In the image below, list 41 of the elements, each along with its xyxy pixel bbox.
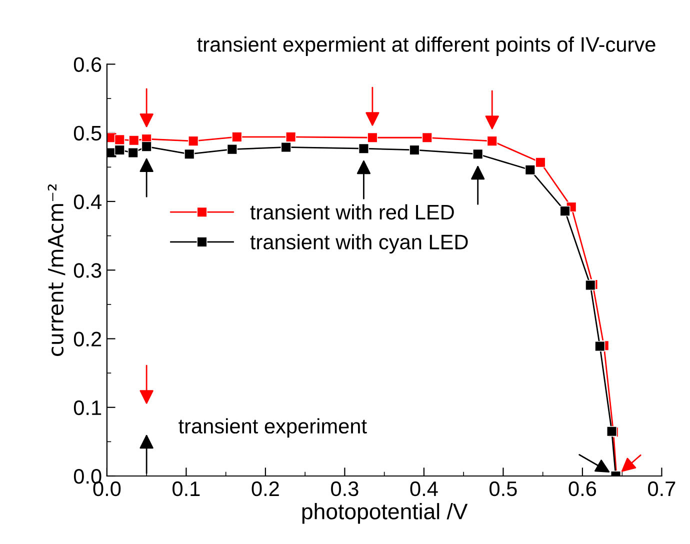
x-tick-label: 0.4 <box>410 481 438 496</box>
point <box>422 132 432 143</box>
x-axis-title: photopotential /V <box>302 503 468 524</box>
point <box>535 157 546 168</box>
legend-label: transient with red LED <box>250 204 454 220</box>
point <box>594 341 606 352</box>
point <box>114 144 125 156</box>
annotation: transient experiment <box>178 418 367 438</box>
x-tick-label: 0.3 <box>331 481 358 496</box>
point <box>585 280 596 290</box>
point <box>232 132 242 142</box>
point <box>367 132 378 143</box>
point <box>114 134 125 145</box>
point <box>128 148 138 158</box>
point <box>486 136 498 146</box>
point <box>286 132 296 142</box>
y-tick-label: 0.4 <box>74 194 102 210</box>
x-tick-label: 0.2 <box>252 481 279 496</box>
y-tick-label: 0.3 <box>74 263 102 278</box>
y-tick-label: 0.2 <box>74 332 102 346</box>
x-tick-label: 0.7 <box>648 481 676 496</box>
x-tick-label: 0.5 <box>490 481 517 496</box>
point <box>184 148 195 160</box>
y-tick-label: 0.5 <box>74 126 102 141</box>
y-tick-label: 0.6 <box>74 57 102 72</box>
point <box>409 144 420 156</box>
y-axis-title: current /mAcm⁻² <box>48 184 66 356</box>
point <box>226 144 238 155</box>
chart-title: transient expermient at different points of IV-curve <box>197 36 656 56</box>
x-tick-label: 0.6 <box>568 481 596 496</box>
point <box>280 142 292 152</box>
point <box>472 148 484 160</box>
point <box>141 141 152 152</box>
point <box>358 143 369 154</box>
x-tick-label: 0.1 <box>172 481 200 496</box>
point <box>560 206 570 216</box>
legend-label: transient with cyan LED <box>250 234 468 254</box>
point <box>188 136 199 146</box>
y-tick-label: 0.1 <box>74 400 102 416</box>
point <box>524 164 536 176</box>
point <box>128 135 140 146</box>
